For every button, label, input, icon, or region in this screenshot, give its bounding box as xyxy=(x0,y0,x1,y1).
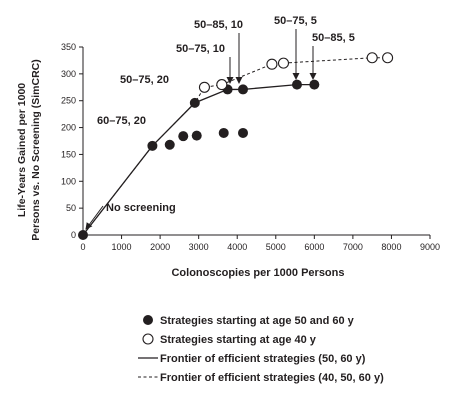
filled-point xyxy=(164,139,175,150)
legend-label: Frontier of efficient strategies (40, 50… xyxy=(160,372,384,384)
filled-point xyxy=(218,127,229,138)
filled-point xyxy=(178,131,189,142)
data-points xyxy=(78,52,394,240)
point-annotations: No screening 60–75, 20 50–75, 20 50–75, 10 5… xyxy=(85,15,355,230)
filled-point xyxy=(147,140,158,151)
legend-label: Frontier of efficient strategies (50, 60… xyxy=(160,353,366,365)
open-point xyxy=(216,79,228,91)
point-annotation-label: 50–75, 20 xyxy=(120,74,169,86)
x-tick-label: 2000 xyxy=(150,242,170,252)
open-point xyxy=(277,57,290,69)
filled-point xyxy=(189,97,200,108)
y-tick-label: 100 xyxy=(61,176,76,186)
x-axis-label: Colonoscopies per 1000 Persons xyxy=(171,267,344,279)
x-tick-label: 7000 xyxy=(343,242,363,252)
x-tick-label: 6000 xyxy=(304,242,324,252)
point-annotation-label: 50–75, 5 xyxy=(274,15,317,27)
y-tick-label: 0 xyxy=(71,230,76,240)
point-annotation-label: 50–75, 10 xyxy=(176,43,225,55)
legend-label: Strategies starting at age 40 y xyxy=(160,334,317,346)
x-tick-label: 4000 xyxy=(227,242,247,252)
y-axis-title: Life-Years Gained per 1000 Persons vs. N… xyxy=(16,59,42,240)
legend-label: Strategies starting at age 50 and 60 y xyxy=(160,315,355,327)
legend: Strategies starting at age 50 and 60 y St… xyxy=(138,315,384,384)
x-tick-label: 8000 xyxy=(381,242,401,252)
point-annotation-label: 50–85, 10 xyxy=(194,19,243,31)
filled-point xyxy=(309,79,320,90)
y-tick-label: 150 xyxy=(61,149,76,159)
y-tick-label: 50 xyxy=(66,203,76,213)
point-annotation-label: No screening xyxy=(106,202,176,214)
point-annotation-label: 60–75, 20 xyxy=(97,115,146,127)
open-point xyxy=(198,81,210,93)
x-tick-label: 0 xyxy=(80,242,85,252)
open-point xyxy=(382,52,394,64)
y-tick-label: 200 xyxy=(61,123,76,133)
filled-point xyxy=(238,127,249,138)
x-tick-label: 5000 xyxy=(266,242,286,252)
y-tick-label: 300 xyxy=(61,69,76,79)
x-tick-label: 3000 xyxy=(189,242,209,252)
y-tick-label: 250 xyxy=(61,96,76,106)
filled-point xyxy=(191,130,202,141)
legend-marker-open-circle xyxy=(142,333,154,345)
point-annotation-label: 50–85, 5 xyxy=(312,32,355,44)
axes: 0 1000 2000 3000 4000 5000 6000 7000 8000 9000 0 50… xyxy=(61,42,440,252)
x-tick-label: 9000 xyxy=(420,242,440,252)
legend-marker-filled-circle xyxy=(143,315,153,325)
filled-point xyxy=(78,230,88,240)
open-point xyxy=(266,58,278,70)
x-tick-label: 1000 xyxy=(112,242,132,252)
annotation-arrow xyxy=(85,205,104,230)
filled-point xyxy=(291,79,302,90)
filled-point xyxy=(238,84,249,95)
y-tick-label: 350 xyxy=(61,42,76,52)
y-axis-label-line1: Life-Years Gained per 1000 xyxy=(16,83,28,217)
open-point xyxy=(366,52,378,64)
y-axis-label-line2: Persons vs. No Screening (SimCRC) xyxy=(30,59,42,240)
